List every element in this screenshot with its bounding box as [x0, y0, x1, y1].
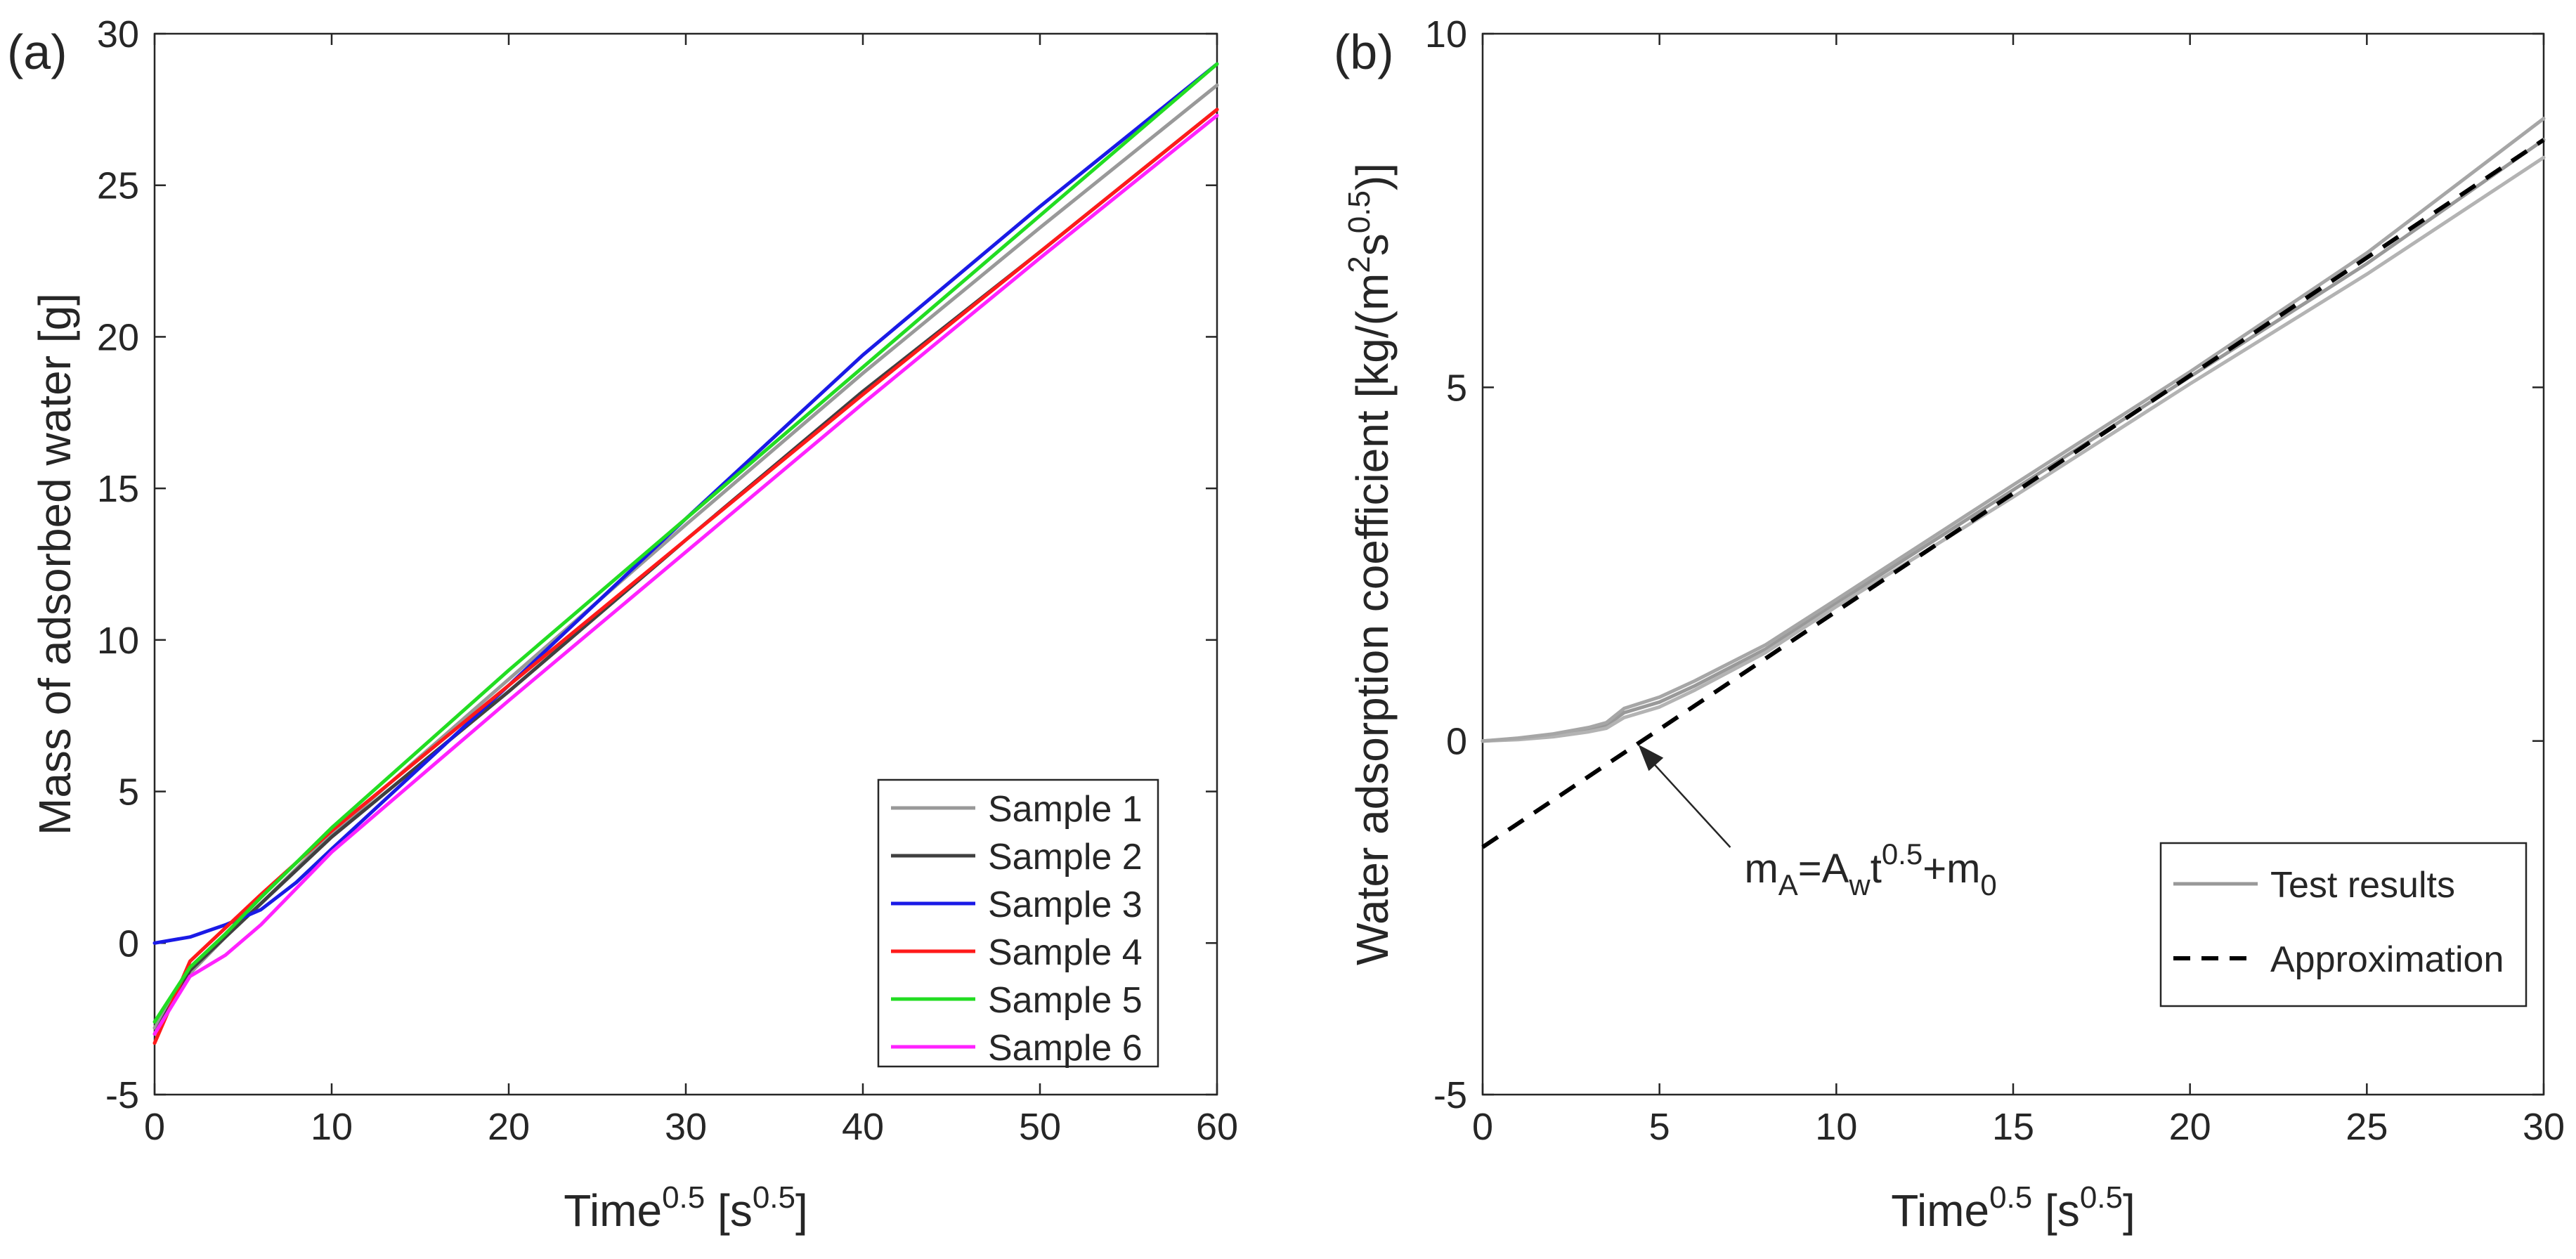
series-line-test-results-sample-b: [1481, 155, 2546, 743]
x-tick-label: 10: [311, 1106, 353, 1148]
legend-label: Test results: [2270, 865, 2455, 906]
y-tick-label: 10: [1425, 13, 1467, 56]
annotation-equation: mA=Awt0.5+m0: [1744, 837, 1996, 901]
panel-a-y-ticks: -5 0 5 10 15 20 25 30: [97, 13, 1217, 1116]
annotation-arrow-line: [1643, 752, 1731, 848]
legend-label: Sample 4: [988, 932, 1143, 973]
panel-b-legend: Test results Approximation: [2159, 842, 2528, 1007]
panel-b-label: (b): [1334, 25, 1394, 79]
legend-label: Sample 3: [988, 885, 1143, 925]
y-tick-label: -5: [1433, 1074, 1467, 1116]
x-tick-label: 20: [2169, 1106, 2211, 1148]
panel-a-label: (a): [7, 25, 67, 79]
panel-a-y-axis-label: Mass of adsorbed water [g]: [30, 293, 80, 835]
x-tick-label: 60: [1196, 1106, 1238, 1148]
x-tick-label: 20: [488, 1106, 530, 1148]
legend-label: Sample 5: [988, 980, 1143, 1021]
x-tick-label: 5: [1649, 1106, 1670, 1148]
legend-label: Sample 1: [988, 789, 1143, 830]
x-tick-label: 40: [842, 1106, 884, 1148]
series-line-sample-3: [152, 62, 1219, 945]
x-tick-label: 50: [1019, 1106, 1061, 1148]
panel-b-y-ticks: -5 0 5 10: [1425, 13, 2544, 1116]
y-tick-label: 30: [97, 13, 139, 56]
series-line-sample-6: [152, 114, 1219, 1036]
x-tick-label: 10: [1815, 1106, 1857, 1148]
panel-b-x-ticks: 0 5 10 15 20 25 30: [1472, 34, 2565, 1148]
y-tick-label: 20: [97, 316, 139, 358]
panel-b-annotation: mA=Awt0.5+m0: [1638, 744, 1997, 901]
legend-label: Sample 2: [988, 837, 1143, 878]
series-line-sample-4: [152, 107, 1219, 1045]
y-tick-label: 5: [118, 771, 139, 814]
y-tick-label: 10: [97, 620, 139, 662]
series-line-approximation: [1481, 138, 2545, 849]
x-tick-label: 30: [665, 1106, 707, 1148]
annotation-arrowhead: [1638, 744, 1664, 771]
y-tick-label: 5: [1446, 367, 1467, 409]
panel-a-series: [152, 62, 1219, 1045]
x-tick-label: 0: [144, 1106, 165, 1148]
x-tick-label: 0: [1472, 1106, 1493, 1148]
panel-b-x-axis-label: Time0.5 [s0.5]: [1891, 1180, 2135, 1236]
legend-label: Approximation: [2270, 939, 2504, 980]
series-line-sample-5: [152, 62, 1219, 1024]
x-tick-label: 15: [1992, 1106, 2034, 1148]
panel-a-legend-box: [877, 778, 1159, 1068]
panel-a-legend: Sample 1 Sample 2 Sample 3 Sample 4 Sample 5…: [877, 778, 1159, 1069]
y-tick-label: -5: [105, 1074, 139, 1116]
series-line-test-results: [1481, 138, 2546, 743]
panel-a-x-axis-label: Time0.5 [s0.5]: [564, 1180, 808, 1236]
panel-b-y-axis-label: Water adsorption coefficient [kg/(m2s0.5…: [1342, 163, 1398, 965]
x-tick-label: 30: [2523, 1106, 2565, 1148]
y-tick-label: 15: [97, 468, 139, 510]
series-line-test-results-sample-c: [1481, 117, 2546, 743]
y-tick-label: 0: [1446, 721, 1467, 763]
panel-a-x-ticks: 0 10 20 30 40 50 60: [144, 34, 1238, 1148]
y-tick-label: 0: [118, 922, 139, 965]
x-tick-label: 25: [2346, 1106, 2388, 1148]
y-tick-label: 25: [97, 165, 139, 207]
legend-label: Sample 6: [988, 1028, 1143, 1069]
panel-b-legend-box: [2159, 842, 2528, 1007]
panel-b-series: [1481, 117, 2546, 849]
